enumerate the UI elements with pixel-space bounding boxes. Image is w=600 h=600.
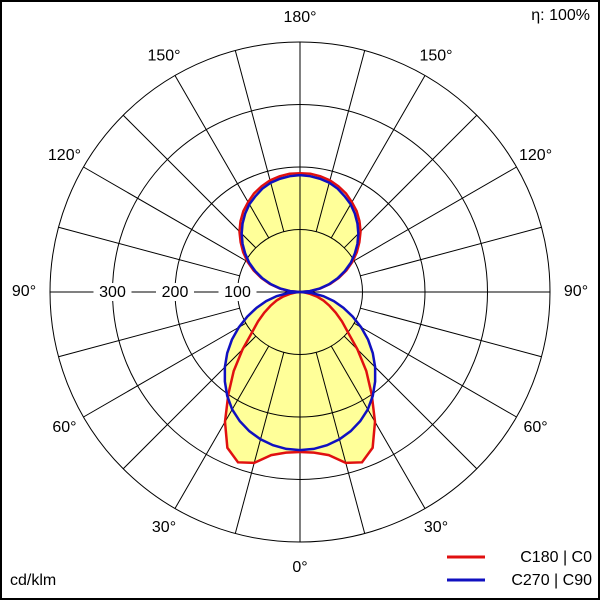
spoke bbox=[174, 75, 270, 239]
spoke bbox=[234, 50, 285, 232]
r-tick-label: 200 bbox=[162, 284, 189, 301]
spoke bbox=[58, 226, 240, 277]
efficiency: η: 100% bbox=[531, 7, 590, 24]
r-tick-label: 100 bbox=[224, 284, 251, 301]
spoke bbox=[83, 166, 247, 262]
r-label-bg bbox=[93, 283, 132, 301]
legend-label: C180 | C0 bbox=[520, 549, 592, 566]
spoke bbox=[234, 352, 285, 534]
spoke bbox=[122, 335, 257, 470]
angle-label: 0° bbox=[292, 559, 307, 576]
angle-label: 30° bbox=[424, 519, 448, 536]
r-label-bg bbox=[218, 283, 257, 301]
angle-label: 90° bbox=[564, 283, 588, 300]
spoke bbox=[330, 75, 426, 239]
r-tick-label: 300 bbox=[99, 284, 126, 301]
r-label-bg bbox=[156, 283, 194, 301]
spoke bbox=[58, 307, 240, 358]
angle-label: 120° bbox=[519, 147, 552, 164]
legend-label: C270 | C90 bbox=[511, 572, 592, 589]
spoke bbox=[353, 322, 517, 418]
spoke bbox=[174, 345, 270, 509]
angle-label: 30° bbox=[152, 519, 176, 536]
angle-label: 120° bbox=[48, 147, 81, 164]
spoke bbox=[360, 226, 542, 277]
angle-label: 90° bbox=[12, 283, 36, 300]
spoke bbox=[353, 166, 517, 262]
spoke bbox=[360, 307, 542, 358]
intensity-curve bbox=[223, 173, 301, 452]
angle-label: 60° bbox=[52, 419, 76, 436]
angle-label: 180° bbox=[283, 9, 316, 26]
unit-label: cd/klm bbox=[10, 572, 56, 589]
spoke bbox=[343, 114, 478, 249]
angle-label: 150° bbox=[147, 48, 180, 65]
spoke bbox=[83, 322, 247, 418]
spoke bbox=[315, 50, 366, 232]
spoke bbox=[343, 335, 478, 470]
spoke bbox=[315, 352, 366, 534]
spoke bbox=[122, 114, 257, 249]
angle-label: 60° bbox=[523, 419, 547, 436]
angle-label: 150° bbox=[419, 48, 452, 65]
spoke bbox=[330, 345, 426, 509]
